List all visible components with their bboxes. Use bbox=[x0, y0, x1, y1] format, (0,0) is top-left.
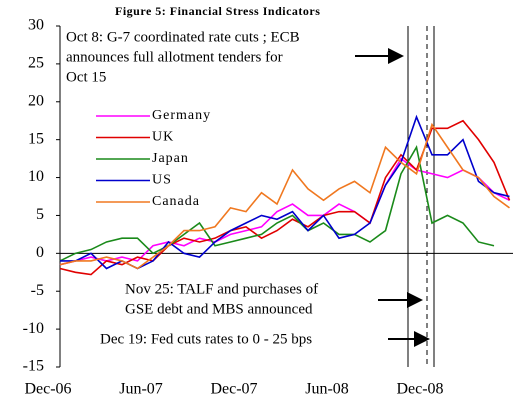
y-tick-label: 0 bbox=[36, 244, 44, 261]
x-tick-label: Dec-08 bbox=[396, 381, 443, 398]
annotation: announces full allotment tenders for bbox=[66, 49, 283, 65]
y-tick-label: 15 bbox=[28, 130, 44, 147]
legend-label: Japan bbox=[152, 151, 189, 166]
y-tick-label: 25 bbox=[28, 55, 44, 72]
annotation: Nov 25: TALF and purchases of bbox=[125, 281, 318, 297]
y-tick-label: -15 bbox=[23, 358, 44, 375]
legend-label: Germany bbox=[152, 108, 211, 123]
legend-label: US bbox=[152, 173, 172, 188]
y-tick-label: 30 bbox=[28, 17, 44, 34]
y-tick-label: 5 bbox=[36, 206, 44, 223]
annotation: GSE debt and MBS announced bbox=[125, 301, 313, 317]
series-line bbox=[59, 157, 510, 266]
y-tick-label: -10 bbox=[23, 320, 44, 337]
series-line bbox=[59, 122, 510, 270]
legend-label: Canada bbox=[152, 194, 200, 209]
annotation: Oct 15 bbox=[66, 69, 106, 85]
annotation: Oct 8: G-7 coordinated rate cuts ; ECB bbox=[66, 29, 300, 45]
x-tick-label: Dec-06 bbox=[24, 381, 71, 398]
y-tick-label: -5 bbox=[31, 282, 44, 299]
y-tick-label: 20 bbox=[28, 92, 44, 109]
chart-title: Figure 5: Financial Stress Indicators bbox=[115, 4, 320, 18]
series-line bbox=[59, 119, 511, 276]
annotation: Dec 19: Fed cuts rates to 0 - 25 bps bbox=[100, 331, 312, 347]
legend-label: UK bbox=[152, 130, 174, 145]
series-line bbox=[59, 145, 495, 262]
x-tick-label: Jun-07 bbox=[119, 381, 163, 398]
y-tick-label: 10 bbox=[28, 168, 44, 185]
x-tick-label: Jun-08 bbox=[305, 381, 349, 398]
x-tick-label: Dec-07 bbox=[210, 381, 257, 398]
